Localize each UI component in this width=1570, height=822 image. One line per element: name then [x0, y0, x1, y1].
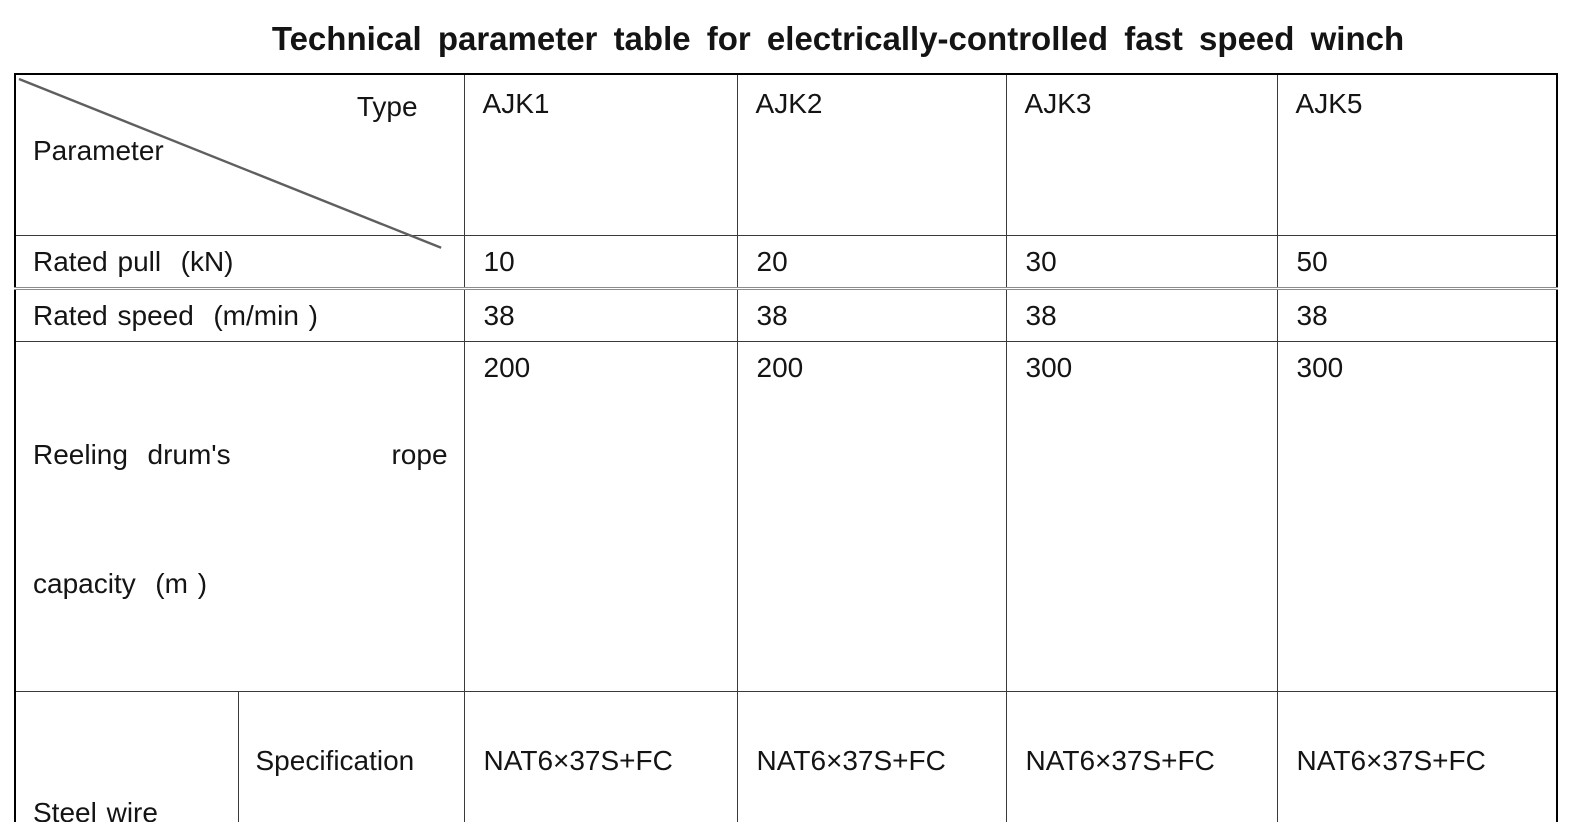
row-rated-speed: Rated speed (m/min ) 38 38 38 38	[14, 287, 1558, 342]
reeling-capacity-value-ajk3: 300	[1005, 341, 1278, 692]
corner-label-parameter: Parameter	[33, 135, 164, 166]
steel-wire-rope-label-line1: Steel wire	[33, 797, 158, 822]
specification-value-ajk3: NAT6×37S+FC	[1005, 691, 1278, 822]
column-header-ajk5: AJK5	[1276, 73, 1558, 236]
rated-speed-value-ajk5: 38	[1276, 287, 1558, 342]
row-specification: Steel wire rope Specification NAT6×37S+F…	[14, 691, 1558, 822]
parameter-table: Type Parameter AJK1 AJK2 AJK3 AJK5 Rated…	[14, 73, 1559, 822]
row-rated-pull: Rated pull (kN) 10 20 30 50	[14, 235, 1558, 289]
reeling-capacity-value-ajk1: 200	[463, 341, 738, 692]
specification-label: Specification	[237, 691, 465, 822]
column-header-ajk3: AJK3	[1005, 73, 1278, 236]
rated-pull-label: Rated pull (kN)	[14, 235, 465, 289]
rated-pull-value-ajk3: 30	[1005, 235, 1278, 289]
specification-value-ajk1: NAT6×37S+FC	[463, 691, 738, 822]
rated-pull-value-ajk2: 20	[736, 235, 1007, 289]
corner-label-type: Type	[356, 91, 418, 122]
corner-cell: Type Parameter	[14, 73, 465, 249]
column-header-ajk2: AJK2	[736, 73, 1007, 236]
reeling-capacity-label-line1: Reeling drum's rope	[33, 433, 464, 476]
rated-speed-label: Rated speed (m/min )	[14, 287, 465, 342]
page-title: Technical parameter table for electrical…	[271, 20, 1405, 57]
reeling-capacity-label-left: Reeling drum's	[33, 439, 231, 470]
rated-speed-value-ajk3: 38	[1005, 287, 1278, 342]
specification-value-ajk5: NAT6×37S+FC	[1276, 691, 1558, 822]
diagonal-line	[18, 77, 442, 249]
reeling-capacity-label: Reeling drum's rope capacity (m )	[14, 341, 465, 692]
reeling-capacity-value-ajk2: 200	[736, 341, 1007, 692]
reeling-capacity-label-line2: capacity (m )	[33, 568, 208, 599]
rated-pull-value-ajk5: 50	[1276, 235, 1558, 289]
row-reeling-capacity: Reeling drum's rope capacity (m ) 200 20…	[14, 341, 1558, 692]
rated-speed-value-ajk1: 38	[463, 287, 738, 342]
specification-value-ajk2: NAT6×37S+FC	[736, 691, 1007, 822]
column-header-ajk1: AJK1	[463, 73, 738, 236]
header-row: Type Parameter AJK1 AJK2 AJK3 AJK5	[14, 73, 1558, 249]
reeling-capacity-value-ajk5: 300	[1276, 341, 1558, 692]
steel-wire-rope-group-label: Steel wire rope	[14, 691, 239, 822]
rated-speed-value-ajk2: 38	[736, 287, 1007, 342]
reeling-capacity-label-rope: rope	[391, 439, 448, 470]
rated-pull-value-ajk1: 10	[463, 235, 738, 289]
